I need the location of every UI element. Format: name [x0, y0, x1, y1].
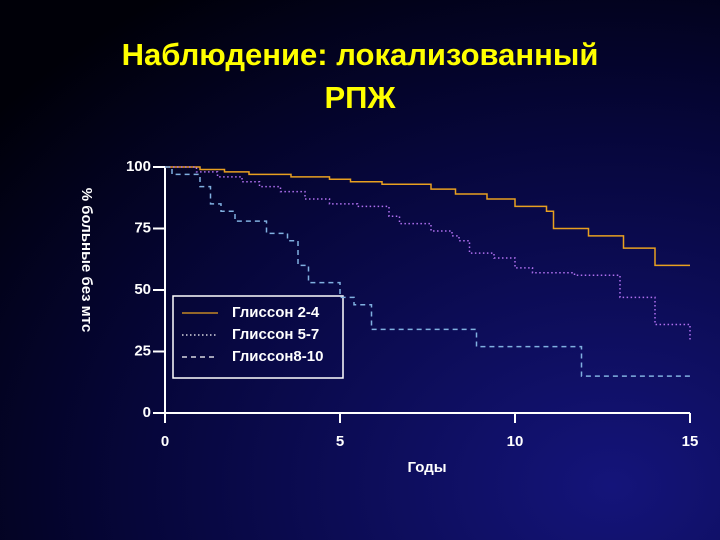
y-tick-label: 25: [134, 342, 151, 359]
legend-label: Глиссон8-10: [232, 348, 323, 365]
survival-line: [165, 166, 691, 342]
x-tick-label: 5: [336, 433, 344, 450]
chart-title: Наблюдение: локализованный: [122, 37, 599, 72]
chart-title: РПЖ: [325, 80, 397, 115]
survival-line: [165, 166, 690, 267]
y-tick-label: 75: [134, 219, 151, 236]
x-tick-label: 15: [682, 433, 699, 450]
y-axis-label: % больные без мтс: [78, 188, 95, 333]
legend-box: [172, 295, 344, 379]
x-axis-label: Годы: [407, 459, 446, 476]
y-tick-label: 0: [143, 404, 151, 421]
legend-label: Глиссон 2-4: [232, 304, 320, 321]
x-tick-label: 0: [161, 433, 169, 450]
survival-line: [165, 166, 690, 377]
x-tick-label: 10: [507, 433, 524, 450]
legend-label: Глиссон 5-7: [232, 326, 319, 343]
y-tick-label: 50: [134, 281, 151, 298]
y-tick-label: 100: [126, 158, 151, 175]
